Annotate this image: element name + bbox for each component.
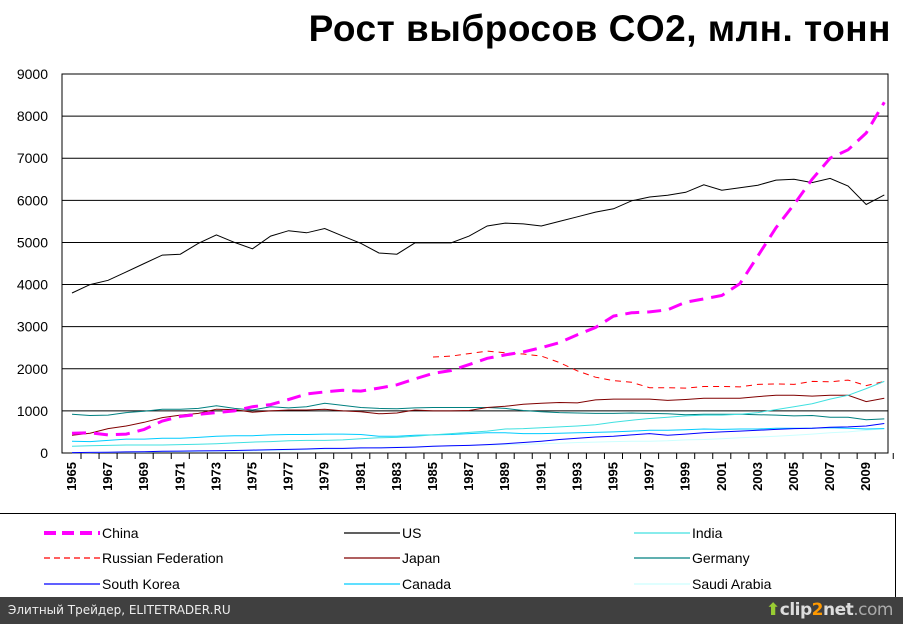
legend-item: China (44, 525, 139, 541)
clip2net-logo[interactable]: ⬆clip2net.com (766, 600, 893, 620)
x-tick-label: 2003 (750, 462, 765, 491)
legend-swatch (634, 557, 690, 559)
source-text: Элитный Трейдер, ELITETRADER.RU (8, 603, 231, 617)
x-tick-label: 1979 (317, 462, 332, 491)
x-tick-label: 1967 (100, 462, 115, 491)
series-line-us (71, 177, 885, 294)
x-tick-label: 1965 (64, 462, 79, 491)
legend-item: India (634, 525, 722, 541)
x-tick-label: 1969 (136, 462, 151, 491)
series-line-india (71, 380, 885, 447)
legend-label: Russian Federation (102, 550, 224, 566)
x-tick-label: 1983 (389, 462, 404, 491)
series-line-china (71, 101, 886, 437)
x-tick-label: 1971 (172, 462, 187, 491)
x-tick-label: 1987 (461, 462, 476, 491)
y-tick-label: 3000 (17, 319, 48, 335)
y-tick-label: 0 (40, 445, 48, 461)
x-tick-label: 1995 (606, 462, 621, 491)
y-tick-label: 2000 (17, 361, 48, 377)
legend-swatch (44, 557, 100, 559)
series-line-japan (71, 394, 885, 436)
upload-arrow-icon: ⬆ (766, 600, 780, 620)
legend-item: Russian Federation (44, 550, 223, 566)
x-tick-label: 1997 (642, 462, 657, 491)
legend-item: South Korea (44, 576, 180, 592)
x-tick-label: 1993 (569, 462, 584, 491)
y-tick-label: 1000 (17, 403, 48, 419)
x-tick-label: 1999 (678, 462, 693, 491)
legend-swatch (44, 531, 100, 535)
series-line-russian-federation (432, 350, 885, 389)
legend-label: Canada (402, 576, 452, 592)
legend-item: Canada (344, 576, 451, 592)
legend-swatch (634, 532, 690, 534)
x-tick-label: 2009 (858, 462, 873, 491)
x-tick-label: 1981 (353, 462, 368, 491)
legend-swatch (634, 583, 690, 585)
series-line-canada (71, 427, 885, 443)
legend-swatch (344, 557, 400, 559)
legend-label: Saudi Arabia (692, 576, 772, 592)
x-tick-label: 1975 (245, 462, 260, 491)
legend-swatch (344, 583, 400, 585)
series-line-germany (71, 402, 885, 421)
y-tick-label: 7000 (17, 150, 48, 166)
y-tick-label: 6000 (17, 192, 48, 208)
x-tick-label: 2007 (822, 462, 837, 491)
plot-area (61, 73, 889, 454)
legend-label: US (402, 525, 422, 541)
series-line-south-korea (71, 423, 885, 454)
y-tick-label: 9000 (17, 66, 48, 82)
x-tick-label: 1985 (425, 462, 440, 491)
x-tick-label: 1991 (533, 462, 548, 491)
legend-item: Saudi Arabia (634, 576, 771, 592)
y-tick-label: 5000 (17, 234, 48, 250)
legend-label: India (692, 525, 723, 541)
y-tick-label: 4000 (17, 277, 48, 293)
legend-label: Japan (402, 550, 441, 566)
legend-label: South Korea (102, 576, 180, 592)
x-tick-label: 1973 (208, 462, 223, 491)
legend-item: Japan (344, 550, 440, 566)
footer-bar: Элитный Трейдер, ELITETRADER.RU ⬆clip2ne… (0, 597, 903, 624)
legend-swatch (44, 583, 100, 585)
line-chart: 0 1000 2000 3000 4000 5000 6000 7000 8000 9000 196… (17, 66, 894, 491)
legend-item: Germany (634, 550, 750, 566)
legend-item: US (344, 525, 421, 541)
chart-legend: China US India Russian Federation Japan Germa… (0, 513, 896, 603)
x-tick-label: 2001 (714, 462, 729, 491)
legend-label: China (102, 525, 139, 541)
y-tick-label: 8000 (17, 108, 48, 124)
legend-swatch (344, 532, 400, 534)
legend-label: Germany (692, 550, 750, 566)
chart-title: Рост выбросов CO2, млн. тонн (308, 8, 891, 49)
x-tick-label: 1977 (281, 462, 296, 491)
x-tick-label: 2005 (786, 462, 801, 491)
x-tick-label: 1989 (497, 462, 512, 491)
